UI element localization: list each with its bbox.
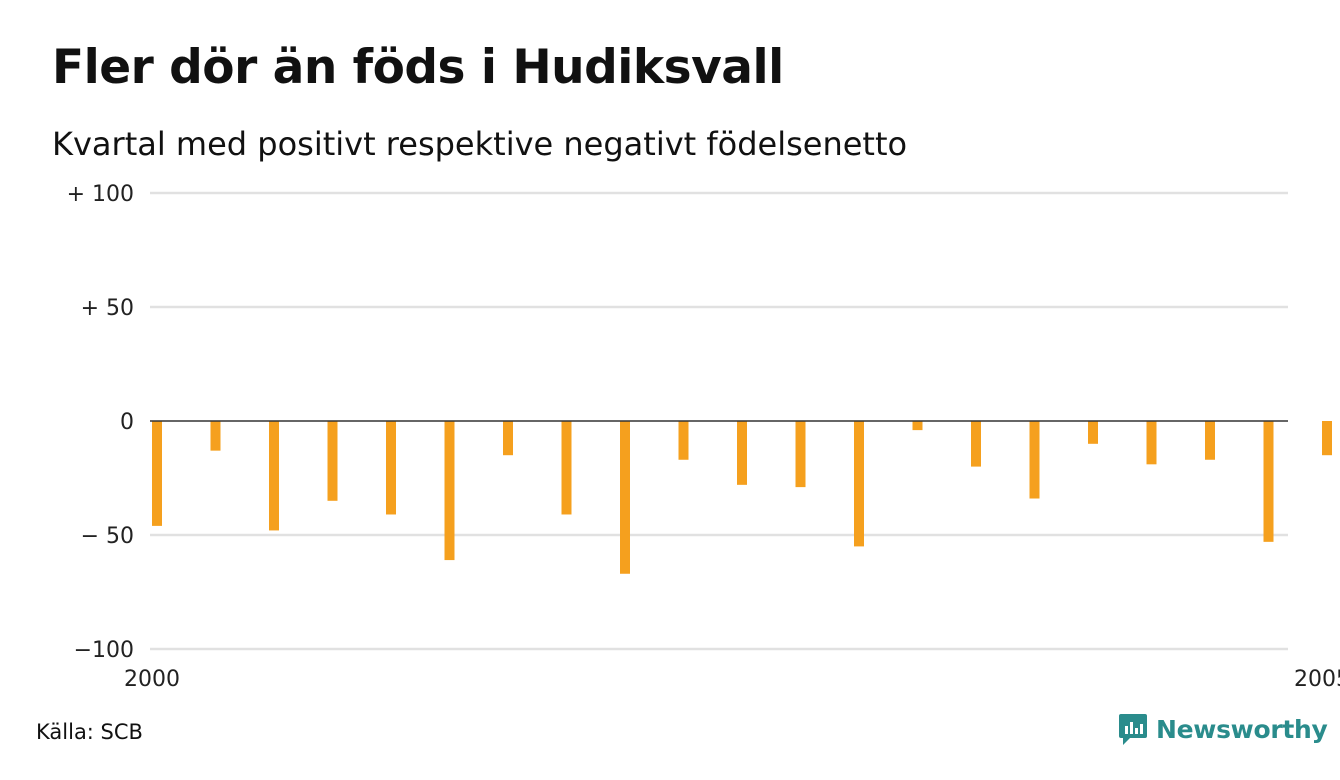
chart-subtitle: Kvartal med positivt respektive negativt… bbox=[52, 125, 908, 163]
bar-negative bbox=[1205, 421, 1215, 460]
bar-negative bbox=[327, 421, 338, 501]
bar-negative bbox=[737, 421, 747, 485]
x-tick-label: 2000 bbox=[124, 667, 180, 692]
bar-negative bbox=[971, 421, 981, 467]
y-tick-label: + 100 bbox=[67, 182, 134, 207]
bar-negative bbox=[444, 421, 455, 561]
bar-negative bbox=[678, 421, 689, 460]
bar-negative bbox=[795, 421, 806, 488]
y-axis-ticks: + 100 + 50 0 − 50 −100 bbox=[67, 182, 134, 663]
brand-name: Newsworthy bbox=[1156, 714, 1328, 744]
x-tick-label: 2005 bbox=[1294, 667, 1340, 692]
bar-negative bbox=[503, 421, 513, 456]
y-tick-label: + 50 bbox=[81, 296, 134, 321]
grid-lines bbox=[150, 191, 1288, 651]
bar-negative bbox=[1146, 421, 1157, 465]
bar-negative bbox=[912, 421, 923, 431]
bar-negative bbox=[210, 421, 221, 451]
bar-negative bbox=[269, 421, 279, 531]
brand-logo[interactable]: Newsworthy bbox=[1118, 712, 1328, 746]
chart-title: Fler dör än föds i Hudiksvall bbox=[52, 40, 784, 95]
bar-negative bbox=[1029, 421, 1040, 499]
bar-negative bbox=[1263, 421, 1274, 542]
bar-negative bbox=[1322, 421, 1332, 456]
x-axis-ticks: 20002005201020152020 bbox=[124, 667, 1340, 692]
y-tick-label: − 50 bbox=[81, 524, 134, 549]
bar-negative bbox=[1088, 421, 1098, 444]
bar-negative bbox=[386, 421, 396, 515]
bar-negative bbox=[152, 421, 162, 526]
source-note: Källa: SCB bbox=[36, 720, 143, 744]
newsworthy-logo-icon bbox=[1119, 714, 1147, 745]
y-tick-label: −100 bbox=[74, 638, 134, 663]
bar-chart: + 100+ 500− 50−100 20002005201020152020 bbox=[67, 182, 1340, 692]
y-tick-label: 0 bbox=[120, 410, 134, 435]
bar-negative bbox=[620, 421, 630, 574]
bars bbox=[152, 421, 1332, 574]
bar-negative bbox=[561, 421, 572, 515]
bar-negative bbox=[854, 421, 864, 547]
